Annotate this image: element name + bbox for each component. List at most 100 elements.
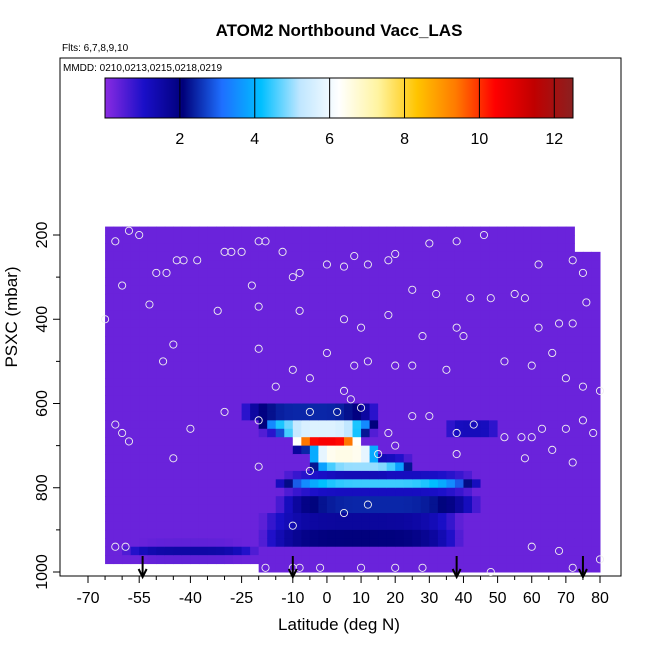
heatmap-cell — [352, 395, 362, 404]
heatmap-cell — [412, 378, 422, 388]
heatmap-cell — [506, 546, 516, 556]
sample-marker — [295, 268, 304, 277]
heatmap-cell — [446, 226, 456, 236]
heatmap-cell — [565, 352, 575, 362]
heatmap-cell — [437, 555, 447, 565]
heatmap-cell — [489, 403, 499, 413]
sample-marker — [527, 361, 536, 370]
heatmap-cell — [378, 403, 388, 413]
heatmap-cell — [352, 529, 362, 539]
heatmap-cell — [514, 268, 524, 278]
heatmap-cell — [412, 513, 422, 522]
heatmap-cell — [429, 352, 439, 362]
heatmap-cell — [207, 285, 217, 295]
heatmap-cell — [386, 293, 396, 303]
heatmap-cell — [395, 546, 405, 556]
heatmap-cell — [540, 513, 550, 522]
heatmap-cell — [344, 361, 354, 371]
heatmap-cell — [113, 521, 123, 531]
heatmap-cell — [412, 268, 422, 278]
heatmap-cell — [514, 395, 524, 404]
x-tick-label: 10 — [352, 590, 370, 607]
heatmap-cell — [386, 538, 396, 548]
heatmap-cell — [420, 336, 430, 346]
heatmap-cell — [565, 403, 575, 413]
heatmap-cell — [326, 395, 336, 404]
heatmap-cell — [318, 538, 328, 548]
heatmap-cell — [326, 521, 336, 531]
heatmap-cell — [523, 529, 533, 539]
heatmap-cell — [318, 529, 328, 539]
heatmap-cell — [369, 563, 379, 573]
heatmap-cell — [241, 243, 251, 253]
heatmap-cell — [472, 302, 482, 312]
heatmap-cell — [497, 251, 507, 261]
heatmap-cell — [309, 428, 319, 438]
heatmap-cell — [378, 352, 388, 362]
heatmap-cell — [454, 226, 464, 236]
heatmap-cell — [113, 251, 123, 261]
heatmap-cell — [181, 369, 191, 379]
heatmap-cell — [164, 302, 174, 312]
heatmap-cell — [403, 251, 413, 261]
heatmap-cell — [446, 479, 456, 489]
heatmap-cell — [454, 352, 464, 362]
heatmap-cell — [352, 344, 362, 354]
heatmap-cell — [173, 470, 183, 480]
heatmap-cell — [156, 504, 166, 514]
heatmap-cell — [284, 243, 294, 253]
sample-marker — [548, 445, 557, 454]
heatmap-cell — [540, 496, 550, 506]
heatmap-cell — [472, 420, 482, 430]
heatmap-cell — [403, 454, 413, 463]
heatmap-cell — [480, 386, 490, 396]
heatmap-cell — [506, 344, 516, 354]
heatmap-cell — [292, 352, 302, 362]
heatmap-cell — [139, 479, 149, 489]
heatmap-cell — [497, 462, 507, 472]
heatmap-cell — [557, 243, 567, 253]
heatmap-cell — [147, 277, 157, 287]
heatmap-cell — [361, 226, 371, 236]
heatmap-cell — [216, 344, 226, 354]
flights-text: Flts: 6,7,8,9,10 — [62, 43, 129, 54]
heatmap-cell — [497, 285, 507, 295]
heatmap-cell — [472, 496, 482, 506]
heatmap-cell — [429, 369, 439, 379]
heatmap-cell — [344, 235, 354, 244]
heatmap-cell — [395, 285, 405, 295]
sample-marker — [391, 441, 400, 450]
heatmap-cell — [258, 344, 268, 354]
heatmap-cell — [181, 336, 191, 346]
heatmap-cell — [250, 319, 260, 329]
heatmap-cell — [548, 293, 558, 303]
heatmap-cell — [540, 521, 550, 531]
heatmap-cell — [403, 403, 413, 413]
heatmap-cell — [326, 403, 336, 413]
heatmap-cell — [122, 462, 132, 472]
heatmap-cell — [557, 327, 567, 337]
heatmap-cell — [540, 260, 550, 270]
heatmap-cell — [130, 260, 140, 270]
heatmap-cell — [412, 285, 422, 295]
heatmap-cell — [224, 454, 234, 463]
heatmap-cell — [574, 521, 584, 531]
heatmap-cell — [105, 260, 115, 270]
heatmap-cell — [565, 302, 575, 312]
heatmap-cell — [309, 445, 319, 455]
heatmap-cell — [429, 403, 439, 413]
heatmap-cell — [352, 487, 362, 497]
heatmap-cell — [207, 513, 217, 522]
heatmap-cell — [318, 470, 328, 480]
heatmap-cell — [241, 454, 251, 463]
heatmap-cell — [105, 538, 115, 548]
heatmap-cell — [267, 260, 277, 270]
heatmap-cell — [557, 319, 567, 329]
heatmap-cell — [480, 521, 490, 531]
heatmap-cell — [105, 319, 115, 329]
heatmap-cell — [173, 403, 183, 413]
heatmap-cell — [582, 462, 592, 472]
heatmap-cell — [480, 395, 490, 404]
heatmap-cell — [233, 352, 243, 362]
heatmap-cell — [198, 538, 208, 548]
